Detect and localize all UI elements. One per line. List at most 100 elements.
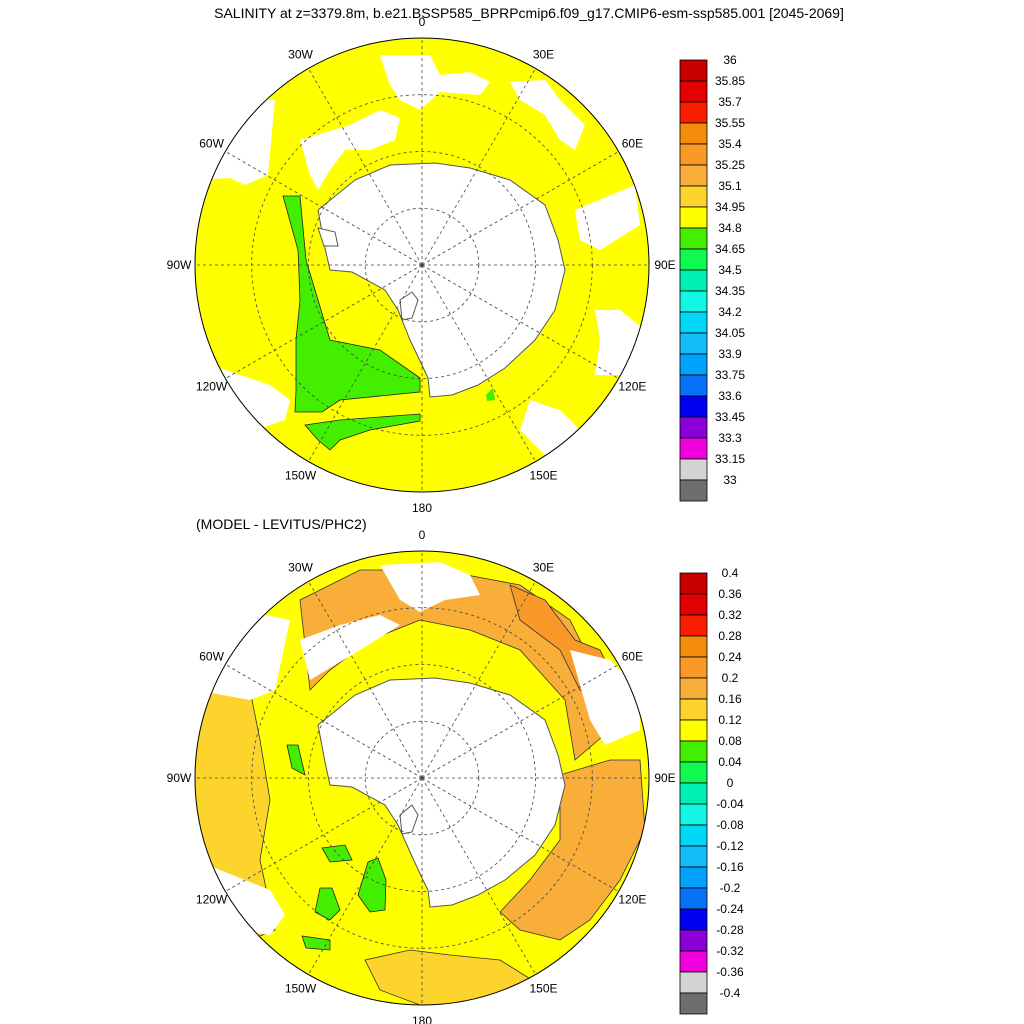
longitude-labels: 0 30E 60E 90E 120E 150E 180 150W 120W 90W 60W 30W [167,15,676,515]
colorbar-tick-label: 35.7 [718,95,742,109]
colorbar-swatch [679,269,708,292]
colorbar-swatch [679,395,708,418]
colorbar-tick-label: 35.1 [718,179,742,193]
colorbar-tick-label: -0.2 [720,881,741,895]
orange-region-east [499,759,646,941]
longitude-label: 30W [288,561,313,575]
salinity-field [195,38,649,492]
difference-colorbar: 0.4 0.36 0.32 0.28 0.24 0.2 0.16 0.12 0.08 0.04 0 -… [679,566,744,1015]
green-patch [357,857,387,913]
map-gridlines [195,551,649,1005]
longitude-label: 30E [533,48,554,62]
colorbar-swatch [679,614,708,637]
meridian-gridline [421,777,536,975]
colorbar-swatch [679,656,708,679]
colorbar-swatch [679,458,708,481]
colorbar-tick-label: 34.35 [715,284,745,298]
colorbar-swatch [679,761,708,784]
colorbar-tick-label: 0.04 [718,755,742,769]
colorbar-tick-label: 34.2 [718,305,742,319]
salinity-colorbar: 36 35.85 35.7 35.55 35.4 35.25 35.1 34.95 34.8 34… [679,53,745,502]
colorbar-tick-label: 0.36 [718,587,742,601]
longitude-label: 150W [285,981,317,995]
longitude-label: 90W [167,771,192,785]
meridian-gridline [421,581,536,779]
meridian-gridline [225,777,423,892]
colorbar-swatch [679,719,708,742]
colorbar-tick-label: 33 [723,473,737,487]
colorbar-tick-label: 35.4 [718,137,742,151]
colorbar-tick-label: 35.85 [715,74,745,88]
longitude-label: 30E [533,561,554,575]
colorbar-swatch [679,824,708,847]
colorbar-tick-label: 0.08 [718,734,742,748]
colorbar-swatch [679,227,708,250]
longitude-label: 120W [196,893,228,907]
colorbar-tick-label: 0.16 [718,692,742,706]
colorbar-swatch [679,908,708,931]
longitude-label: 30W [288,48,313,62]
green-patch [321,844,353,863]
longitude-label: 120E [618,380,646,394]
colorbar-tick-label: 35.25 [715,158,745,172]
colorbar-tick-label: -0.36 [716,965,744,979]
green-patch-region [486,388,495,401]
colorbar-tick-label: -0.24 [716,902,744,916]
colorbar-tick-label: 33.9 [718,347,742,361]
longitude-label: 120W [196,380,228,394]
colorbar-swatch [679,803,708,826]
colorbar-tick-label: 33.3 [718,431,742,445]
colorbar-swatch [679,332,708,355]
difference-field [195,551,649,1005]
colorbar-swatch [679,143,708,166]
colorbar-swatch [679,416,708,439]
colorbar-swatch [679,248,708,271]
colorbar-tick-label: 0.4 [722,566,739,580]
colorbar-swatch [679,950,708,973]
colorbar-tick-label: 0.2 [722,671,739,685]
longitude-label: 90W [167,258,192,272]
longitude-label: 150W [285,468,317,482]
meridian-gridline [421,151,619,266]
colorbar-tick-label: 33.15 [715,452,745,466]
land-mask [300,110,400,190]
colorbar-swatch [679,80,708,103]
colorbar-swatch [679,437,708,460]
meridian-gridline [308,68,423,266]
land-mask [380,562,480,612]
colorbar-swatch [679,929,708,952]
longitude-label: 0 [419,528,426,542]
land-mask [570,650,640,745]
longitude-label: 120E [618,893,646,907]
colorbar-swatch [679,740,708,763]
colorbar-tick-label: -0.08 [716,818,744,832]
colorbar-tick-label: -0.12 [716,839,744,853]
colorbar-tick-label: 0.28 [718,629,742,643]
colorbar-swatch [679,164,708,187]
colorbar-swatch [679,206,708,229]
longitude-labels: 0 30E 60E 90E 120E 150E 180 150W 120W 90W 60W 30W [167,528,676,1024]
colorbar-swatch [679,866,708,889]
meridian-gridline [225,151,423,266]
colorbar-tick-label: 34.05 [715,326,745,340]
antarctica-landmass [317,677,566,908]
meridian-gridline [225,264,423,379]
meridian-gridline [308,777,423,975]
colorbar-swatch [679,353,708,376]
map-boundary [194,37,650,493]
land-mask [510,80,585,150]
colorbar-swatch [679,59,708,82]
colorbar-tick-label: 34.95 [715,200,745,214]
colorbar-swatch [679,290,708,313]
colorbar-tick-label: 36 [723,53,737,67]
longitude-label: 90E [654,258,675,272]
longitude-label: 60E [622,650,643,664]
colorbar-tick-label: 34.8 [718,221,742,235]
green-strip-region [304,413,421,451]
meridian-gridline [421,68,536,266]
land-mask [575,185,640,250]
colorbar-tick-label: 33.75 [715,368,745,382]
colorbar-tick-label: 33.45 [715,410,745,424]
colorbar-swatch [679,185,708,208]
colorbar-swatch [679,845,708,868]
